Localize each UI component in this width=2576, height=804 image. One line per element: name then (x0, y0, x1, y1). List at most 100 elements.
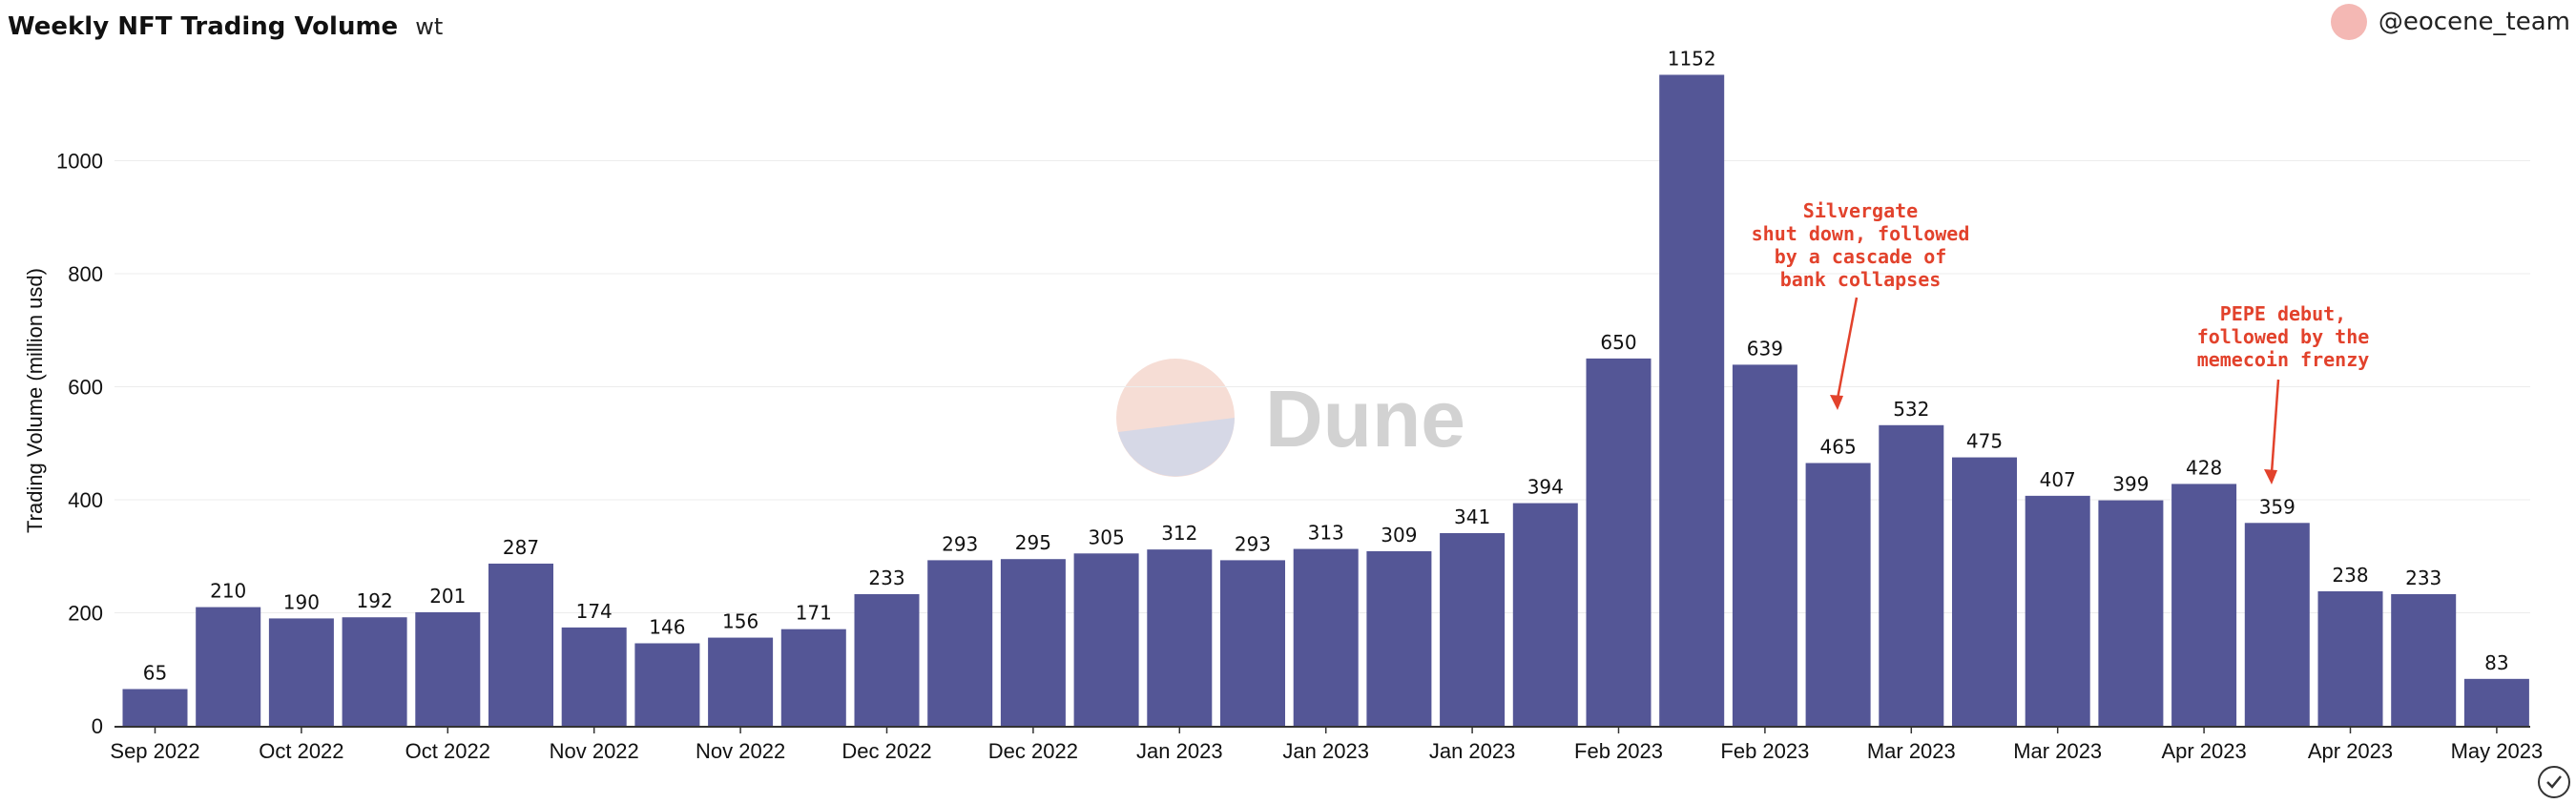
bar[interactable] (708, 637, 774, 726)
bar[interactable] (196, 607, 261, 726)
bar-value-label: 287 (503, 536, 539, 559)
bar-value-label: 359 (2259, 495, 2296, 518)
bar[interactable] (1732, 364, 1797, 726)
bar[interactable] (1586, 358, 1652, 726)
annotation-text: bank collapses (1780, 268, 1942, 291)
bar[interactable] (2463, 678, 2529, 726)
author-name[interactable]: @eocene_team (2378, 8, 2570, 36)
bars (122, 74, 2529, 726)
y-tick-label: 600 (68, 376, 103, 400)
bar-value-label: 293 (1235, 532, 1271, 555)
bar[interactable] (122, 689, 188, 726)
bar-value-label: 238 (2332, 564, 2368, 587)
chart-header: Weekly NFT Trading Volume wt (8, 8, 443, 46)
bar-value-label: 233 (2405, 567, 2441, 589)
annotation-text: memecoin frenzy (2197, 348, 2370, 371)
grid-lines (114, 160, 2530, 613)
bar[interactable] (1147, 549, 1213, 726)
bar-value-label: 309 (1381, 524, 1417, 546)
bar-value-label: 233 (868, 567, 904, 589)
x-tick-label: May 2023 (2451, 739, 2544, 763)
bar[interactable] (2098, 500, 2164, 726)
bar[interactable] (634, 643, 700, 726)
bar[interactable] (854, 593, 920, 726)
x-tick-label: Apr 2023 (2308, 739, 2393, 763)
x-tick-label: Jan 2023 (1136, 739, 1223, 763)
x-axis: Sep 2022 Oct 2022 Oct 2022 Nov 2022 Nov 2022… (110, 728, 2543, 763)
bar[interactable] (2171, 484, 2237, 726)
bar[interactable] (561, 627, 627, 726)
author-badge[interactable]: @eocene_team (2330, 4, 2570, 40)
bar-value-label: 156 (722, 610, 758, 633)
bar-value-label: 190 (283, 590, 320, 613)
bar-value-label: 1152 (1668, 47, 1716, 70)
x-tick-label: Mar 2023 (1867, 739, 1956, 763)
avatar[interactable] (2330, 4, 2367, 40)
bar-value-label: 407 (2040, 468, 2076, 491)
y-tick-label: 200 (68, 602, 103, 626)
y-tick-label: 1000 (56, 150, 103, 174)
x-tick-label: Jan 2023 (1429, 739, 1516, 763)
bar-value-label: 475 (1966, 430, 2003, 453)
annotation-text: followed by the (2197, 325, 2370, 348)
bar-value-label: 532 (1893, 398, 1929, 421)
checkmark-glyph (2546, 775, 2562, 789)
bar-value-label: 428 (2186, 456, 2222, 479)
check-icon[interactable] (2538, 766, 2570, 798)
chart-title: Weekly NFT Trading Volume (8, 12, 399, 41)
bar[interactable] (2244, 523, 2310, 726)
bar[interactable] (2025, 495, 2090, 726)
bar-value-label: 313 (1308, 522, 1344, 545)
y-axis: 0 200 400 600 800 1000 (56, 150, 103, 739)
bar[interactable] (2391, 593, 2457, 726)
annotation-arrowhead-icon (1830, 395, 1843, 410)
x-tick-label: Nov 2022 (550, 739, 639, 763)
x-tick-label: Oct 2022 (405, 739, 490, 763)
bar[interactable] (268, 618, 334, 726)
bar[interactable] (1440, 532, 1506, 726)
annotation-text: shut down, followed (1752, 222, 1970, 245)
annotation-text: PEPE debut, (2220, 302, 2346, 325)
bar[interactable] (1512, 503, 1578, 726)
x-tick-label: Nov 2022 (696, 739, 785, 763)
bar[interactable] (488, 563, 553, 726)
bar-value-label: 146 (649, 615, 685, 638)
bar[interactable] (1293, 548, 1359, 726)
bar-value-label: 295 (1015, 531, 1051, 554)
bar-value-label: 201 (429, 585, 466, 608)
bar[interactable] (1366, 550, 1432, 726)
y-axis-label: Trading Volume (million usd) (23, 268, 47, 533)
bar[interactable] (1000, 559, 1066, 726)
bar[interactable] (1220, 560, 1285, 726)
bar[interactable] (1659, 74, 1725, 726)
annotation-arrow (2270, 379, 2280, 474)
annotation-arrowhead-icon (2264, 469, 2277, 484)
bar[interactable] (780, 629, 846, 726)
bar[interactable] (342, 617, 407, 726)
bar[interactable] (1805, 463, 1871, 726)
x-tick-label: Jan 2023 (1282, 739, 1369, 763)
bar[interactable] (1073, 553, 1139, 726)
bar-value-label: 174 (576, 600, 613, 623)
annotation-text: Silvergate (1803, 199, 1918, 222)
bar-value-label: 192 (357, 589, 393, 612)
bar[interactable] (927, 560, 993, 726)
bar[interactable] (1879, 424, 1944, 726)
bar-value-label: 210 (210, 580, 246, 603)
bar[interactable] (1952, 457, 2017, 726)
bar-value-label: 171 (796, 602, 832, 625)
x-tick-label: Feb 2023 (1720, 739, 1809, 763)
bar-value-label: 65 (143, 661, 167, 684)
y-tick-label: 400 (68, 488, 103, 512)
x-tick-label: Oct 2022 (259, 739, 343, 763)
y-tick-label: 800 (68, 262, 103, 286)
annotation-text: by a cascade of (1775, 245, 1947, 268)
bar[interactable] (415, 611, 481, 726)
bar-value-label: 312 (1161, 522, 1197, 545)
bar-value-label: 394 (1527, 476, 1564, 499)
bar[interactable] (2317, 590, 2383, 726)
bar-value-label: 639 (1747, 337, 1783, 360)
